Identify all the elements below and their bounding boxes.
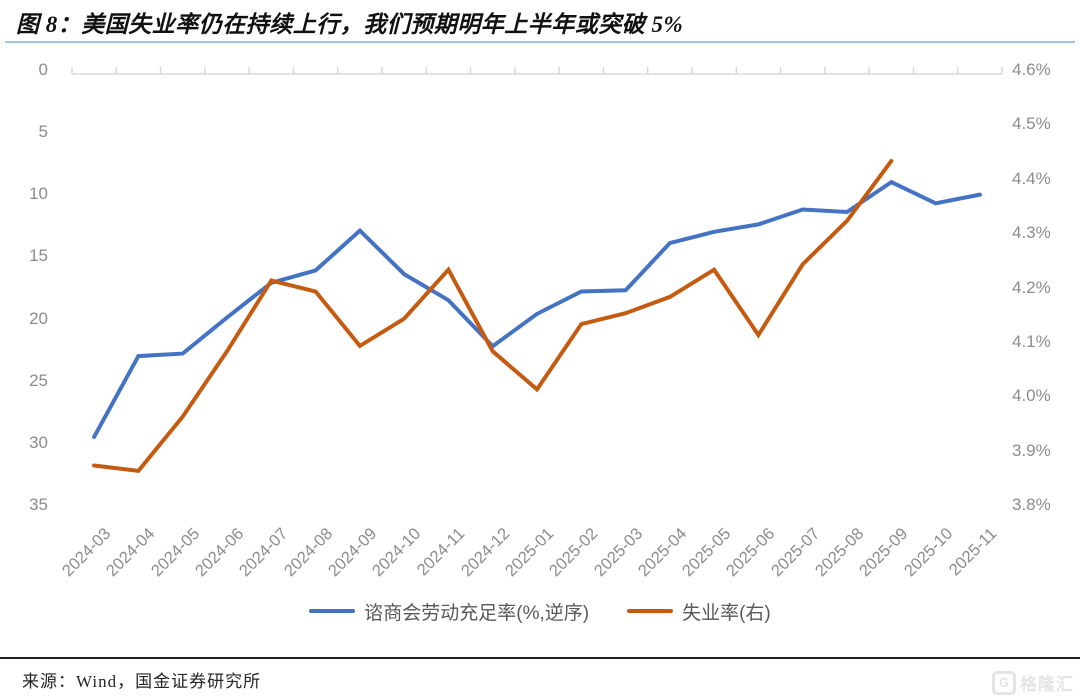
right-axis-tick-label: 4.2% [1012, 277, 1051, 297]
left-axis-tick-label: 20 [29, 308, 48, 328]
left-axis-tick-label: 30 [29, 432, 48, 452]
plot-area [71, 67, 1003, 474]
footer-divider [0, 657, 1080, 659]
legend: 谘商会劳动充足率(%,逆序) 失业率(右) [0, 595, 1080, 627]
right-axis-tick-label: 4.3% [1012, 223, 1051, 243]
left-axis-tick-label: 5 [38, 122, 48, 142]
left-axis-tick-label: 10 [29, 184, 48, 204]
left-axis-tick-label: 35 [29, 495, 48, 514]
right-axis-tick-label: 3.8% [1012, 495, 1051, 514]
legend-label: 谘商会劳动充足率(%,逆序) [364, 602, 590, 624]
line-chart: 0 5 10 15 20 25 30 35 4.6% 4.5% 4.4% 4.3% 4.2% 4.1% 4… [0, 60, 1080, 627]
right-axis-tick-label: 4.1% [1012, 331, 1051, 351]
left-axis-tick-label: 0 [38, 60, 48, 79]
right-axis-tick-label: 4.5% [1012, 114, 1051, 134]
right-axis-tick-label: 4.6% [1012, 60, 1051, 79]
left-axis-tick-label: 25 [29, 370, 48, 390]
gelonghui-logo-text: 格隆汇 [1020, 675, 1074, 694]
legend-label: 失业率(右) [682, 602, 771, 624]
source-note: 来源：Wind，国金证券研究所 [22, 672, 262, 691]
title-divider [5, 41, 1075, 43]
right-axis-tick-label: 4.4% [1012, 168, 1051, 188]
right-axis-tick-label: 3.9% [1012, 440, 1051, 460]
gelonghui-logo-icon: G [992, 670, 1016, 695]
series-line-1 [92, 159, 894, 474]
blue-line-swatch-icon [309, 609, 356, 613]
series-line-0 [92, 179, 982, 439]
orange-line-swatch-icon [627, 609, 674, 613]
right-axis-tick-label: 4.0% [1012, 386, 1051, 406]
gelonghui-watermark: G 格隆汇 [992, 670, 1074, 695]
left-axis-tick-label: 15 [29, 246, 48, 266]
legend-item-unemployment: 失业率(右) [627, 598, 771, 625]
figure-title: 图 8：美国失业率仍在持续上行，我们预期明年上半年或突破 5% [16, 12, 684, 37]
legend-item-labor-adequacy: 谘商会劳动充足率(%,逆序) [309, 598, 589, 625]
